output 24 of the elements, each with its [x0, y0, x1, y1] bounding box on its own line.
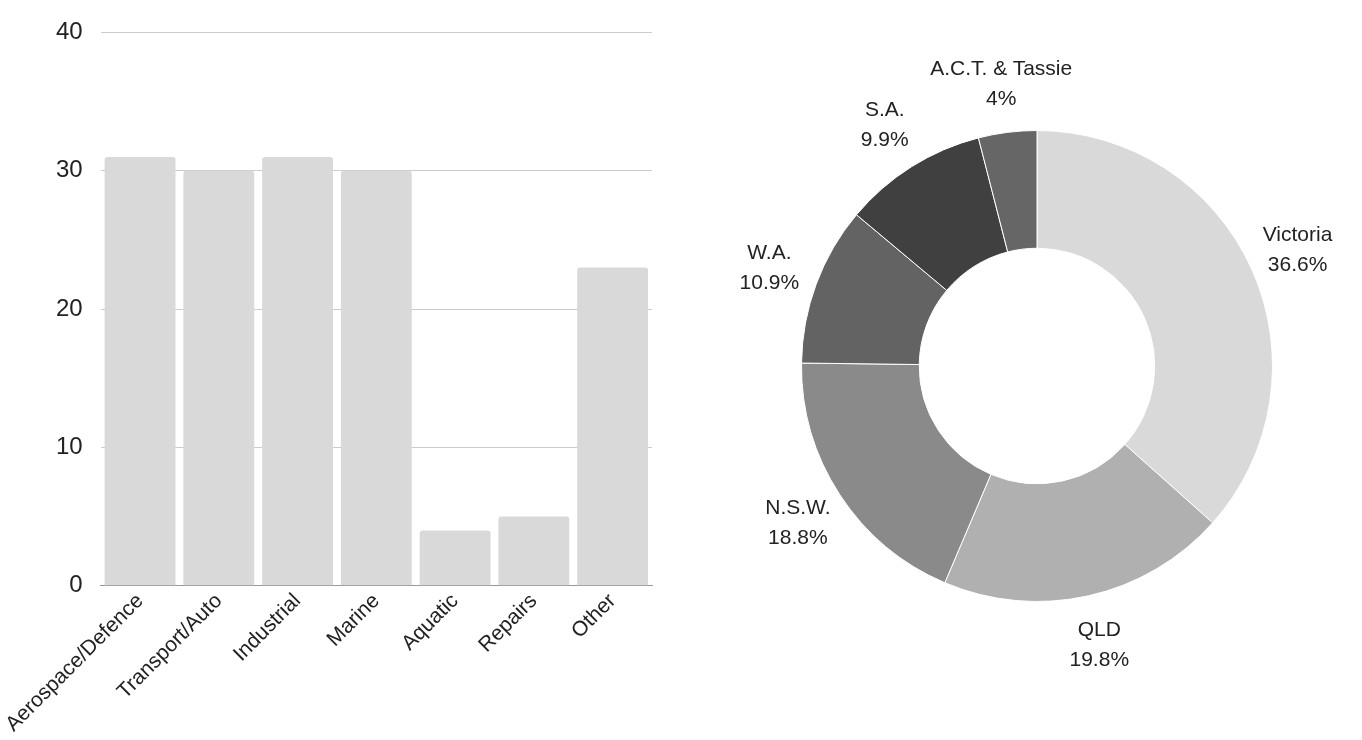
bar: [577, 267, 649, 586]
bar: [262, 156, 334, 586]
y-tick-label: 0: [69, 570, 83, 598]
y-tick-label: 30: [55, 155, 83, 183]
data-label: 4%: [986, 85, 1017, 109]
data-label: 19.8%: [1069, 647, 1130, 671]
slice-label: QLD: [1077, 617, 1121, 641]
bar: [183, 170, 255, 586]
y-tick-label: 20: [55, 293, 83, 321]
y-tick-label: 40: [55, 17, 83, 45]
slice-label: A.C.T. & Tassie: [930, 55, 1073, 79]
slice-label: S.A.: [864, 97, 905, 121]
bar: [340, 170, 412, 586]
bar: [498, 516, 570, 586]
slice-label: N.S.W.: [765, 494, 831, 518]
bar: [419, 530, 491, 586]
data-label: 10.9%: [739, 269, 800, 293]
data-label: 36.6%: [1267, 252, 1328, 276]
slice-label: W.A.: [747, 239, 792, 263]
slice-label: Victoria: [1262, 222, 1333, 246]
data-label: 18.8%: [768, 524, 828, 548]
bar: [104, 156, 176, 586]
y-tick-label: 10: [55, 432, 83, 460]
data-label: 9.9%: [860, 127, 909, 151]
